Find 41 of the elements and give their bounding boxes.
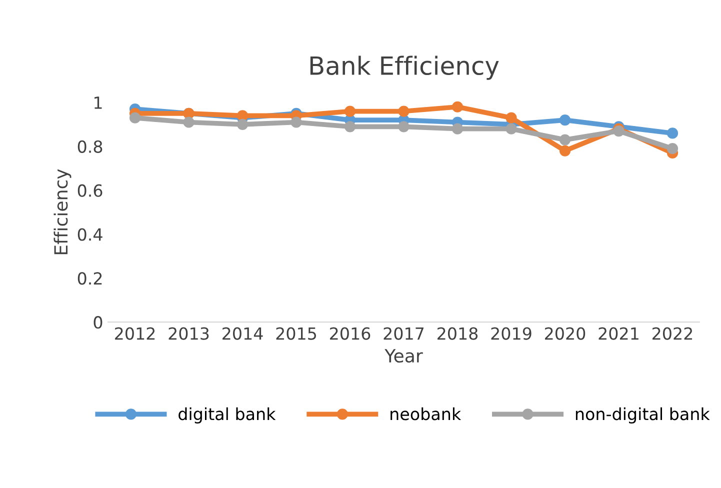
point (398, 106, 410, 117)
x-tick-label: 2018 (438, 327, 478, 340)
point (506, 123, 517, 134)
x-tick-label: 2020 (545, 327, 586, 340)
x-tick-label: 2014 (222, 327, 263, 340)
x-axis-title: Year (384, 349, 423, 363)
point (666, 143, 678, 154)
x-tick-label: 2021 (598, 327, 638, 340)
point (559, 114, 571, 126)
x-tick-label: 2017 (384, 327, 424, 340)
point (506, 112, 517, 124)
point (559, 145, 571, 156)
legend-label: digital bank (178, 407, 276, 424)
x-tick-label: 2022 (652, 327, 692, 340)
y-tick-label: 0 (94, 316, 102, 329)
x-tick-label: 2019 (491, 327, 532, 340)
y-tick-label: 0.6 (78, 184, 102, 197)
legend-label: neobank (390, 407, 462, 420)
point (129, 112, 141, 124)
point (613, 125, 624, 137)
x-tick-label: 2016 (330, 327, 370, 340)
y-tick-label: 1 (94, 96, 102, 109)
y-tick-label: 0.8 (78, 140, 102, 153)
point (344, 106, 356, 117)
point (559, 134, 571, 146)
y-tick-label: 0.4 (78, 228, 102, 241)
x-tick-label: 2012 (115, 327, 155, 340)
point (183, 116, 194, 128)
y-tick-label: 0.2 (78, 272, 102, 285)
chart-title: Bank Efficiency (310, 56, 499, 80)
point (452, 101, 464, 112)
point (236, 118, 248, 130)
point (452, 123, 464, 134)
legend-label: non-digital bank (576, 407, 710, 424)
x-tick-label: 2015 (276, 327, 316, 340)
point (344, 121, 356, 132)
point (290, 116, 302, 128)
x-tick-label: 2013 (168, 327, 209, 340)
point (398, 121, 410, 132)
y-axis-title: Efficiency (54, 169, 72, 254)
point (666, 128, 678, 139)
